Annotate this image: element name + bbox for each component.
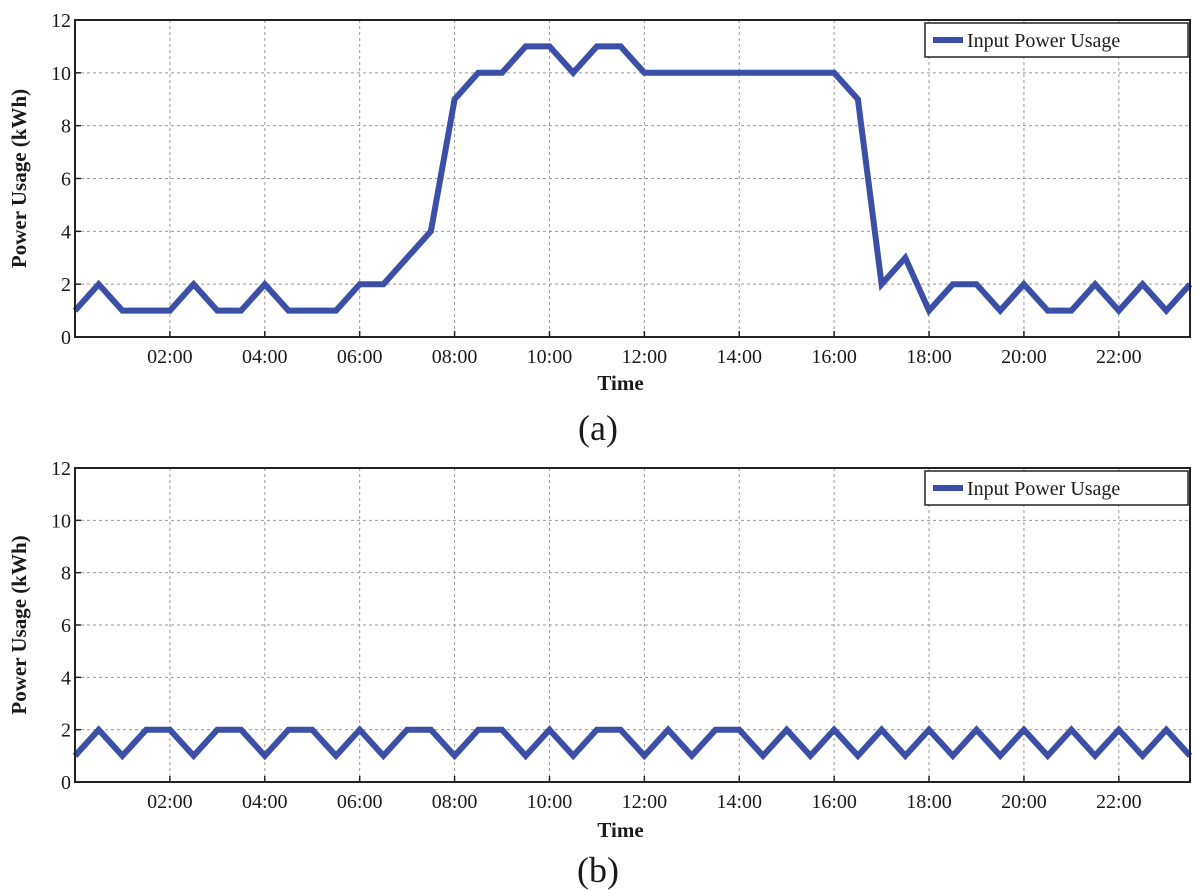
legend-label: Input Power Usage (967, 478, 1120, 500)
legend-label: Input Power Usage (967, 30, 1120, 52)
x-tick-label: 22:00 (1096, 791, 1142, 813)
legend-box (924, 470, 1189, 506)
y-tick-label: 4 (61, 221, 71, 243)
chart-panel-a: 02:00 04:00 06:00 08:00 10:00 12:00 14:00 16:00… (7, 10, 1193, 448)
x-tick-label: 08:00 (432, 791, 478, 813)
y-axis-label: Power Usage (kWh) (7, 535, 31, 714)
x-tick-label: 14:00 (716, 346, 762, 368)
x-tick-label: 12:00 (622, 346, 668, 368)
panel-caption: (b) (577, 850, 619, 890)
legend: Input Power Usage (924, 470, 1189, 506)
series-line (72, 725, 1193, 761)
y-tick-label: 6 (61, 615, 71, 637)
x-axis-label: Time (597, 371, 643, 395)
y-tick-label: 0 (61, 772, 71, 794)
series-line (72, 43, 1193, 317)
legend: Input Power Usage (924, 22, 1189, 58)
x-tick-label: 22:00 (1096, 346, 1142, 368)
y-tick-label: 10 (51, 63, 71, 85)
y-tick-label: 10 (51, 510, 71, 532)
y-tick-label: 12 (51, 458, 71, 480)
x-axis-label: Time (597, 818, 643, 842)
x-tick-label: 14:00 (716, 791, 762, 813)
panel-caption: (a) (578, 408, 618, 448)
x-tick-label: 08:00 (432, 346, 478, 368)
x-tick-label: 18:00 (906, 346, 952, 368)
plot-frame (74, 467, 1191, 783)
x-tick-label: 06:00 (337, 346, 383, 368)
y-tick-label: 12 (51, 10, 71, 32)
y-tick-label: 2 (61, 720, 71, 742)
y-tick-label: 2 (61, 274, 71, 296)
x-tick-label: 06:00 (337, 791, 383, 813)
x-tick-label: 20:00 (1001, 346, 1047, 368)
x-tick-label: 16:00 (811, 791, 857, 813)
chart-panel-b: 02:00 04:00 06:00 08:00 10:00 12:00 14:00 16:00… (7, 458, 1193, 890)
x-tick-label: 12:00 (622, 791, 668, 813)
y-tick-label: 8 (61, 563, 71, 585)
x-tick-label: 02:00 (147, 791, 193, 813)
x-tick-label: 04:00 (242, 791, 288, 813)
x-tick-label: 20:00 (1001, 791, 1047, 813)
y-tick-label: 8 (61, 116, 71, 138)
legend-box (924, 22, 1189, 58)
x-tick-label: 10:00 (527, 346, 573, 368)
x-tick-label: 10:00 (527, 791, 573, 813)
x-tick-label: 16:00 (811, 346, 857, 368)
y-tick-label: 0 (61, 327, 71, 349)
y-tick-label: 6 (61, 169, 71, 191)
y-tick-label: 4 (61, 667, 71, 689)
x-tick-label: 02:00 (147, 346, 193, 368)
y-axis-label: Power Usage (kWh) (7, 89, 31, 268)
plot-frame (74, 19, 1191, 338)
x-tick-label: 04:00 (242, 346, 288, 368)
x-tick-label: 18:00 (906, 791, 952, 813)
